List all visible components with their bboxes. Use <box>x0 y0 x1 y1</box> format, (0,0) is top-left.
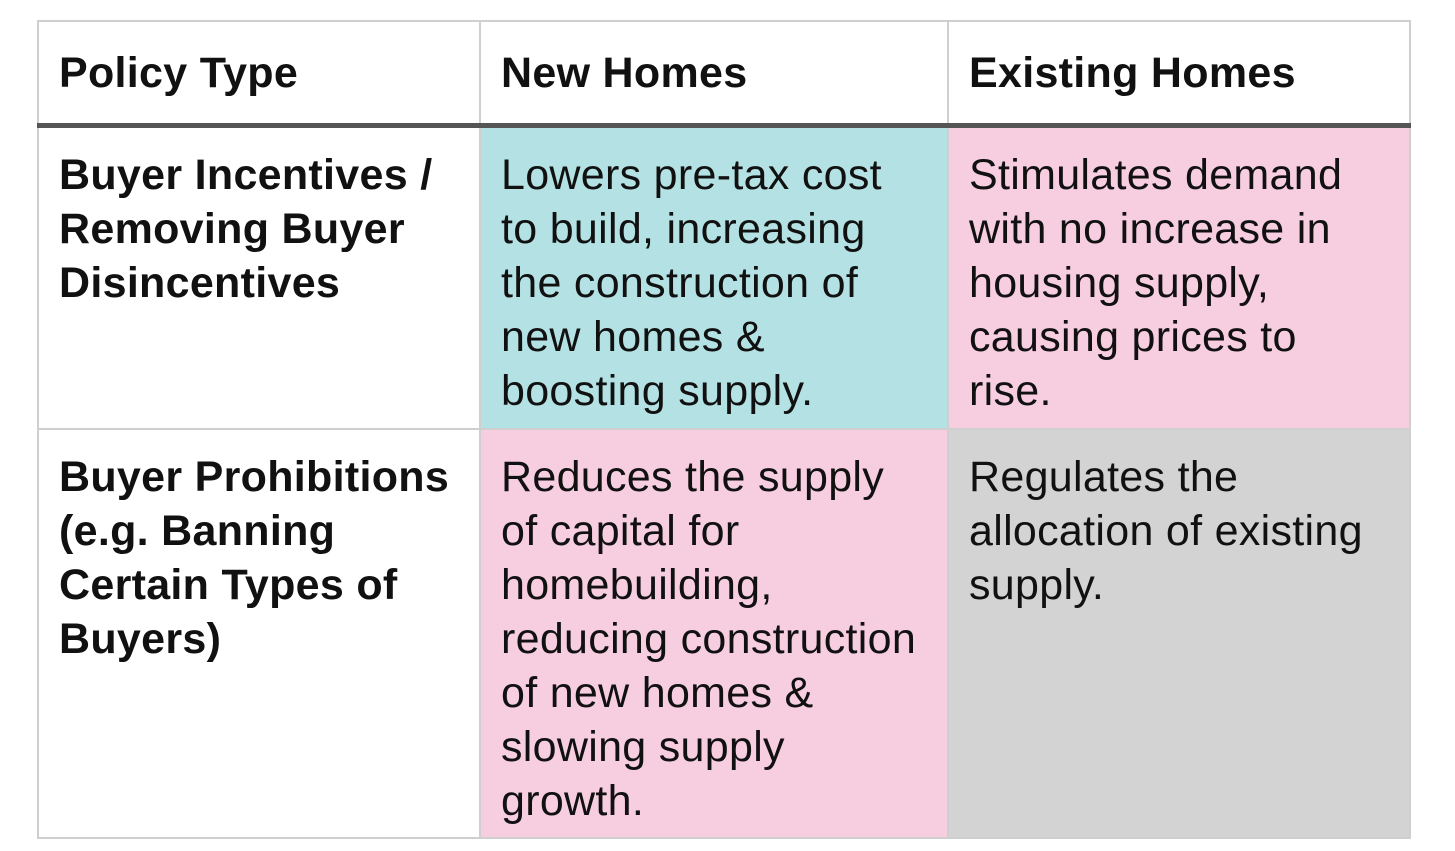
existing-homes-cell: Regulates the allocation of existing sup… <box>947 428 1411 839</box>
header-new-homes: New Homes <box>479 20 949 128</box>
policy-cell: Buyer Incentives / Removing Buyer Disinc… <box>37 124 481 430</box>
existing-homes-cell: Stimulates demand with no increase in ho… <box>947 124 1411 430</box>
header-existing-homes: Existing Homes <box>947 20 1411 128</box>
header-policy-type: Policy Type <box>37 20 481 128</box>
header-row: Policy Type New Homes Existing Homes <box>37 20 1411 128</box>
new-homes-cell: Lowers pre-tax cost to build, increasing… <box>479 124 949 430</box>
table-row: Buyer Incentives / Removing Buyer Disinc… <box>37 124 1411 430</box>
policy-cell: Buyer Prohibitions (e.g. Banning Certain… <box>37 428 481 839</box>
table-row: Buyer Prohibitions (e.g. Banning Certain… <box>37 428 1411 839</box>
new-homes-cell: Reduces the supply of capital for homebu… <box>479 428 949 839</box>
policy-comparison-table: Policy Type New Homes Existing Homes Buy… <box>37 20 1411 839</box>
